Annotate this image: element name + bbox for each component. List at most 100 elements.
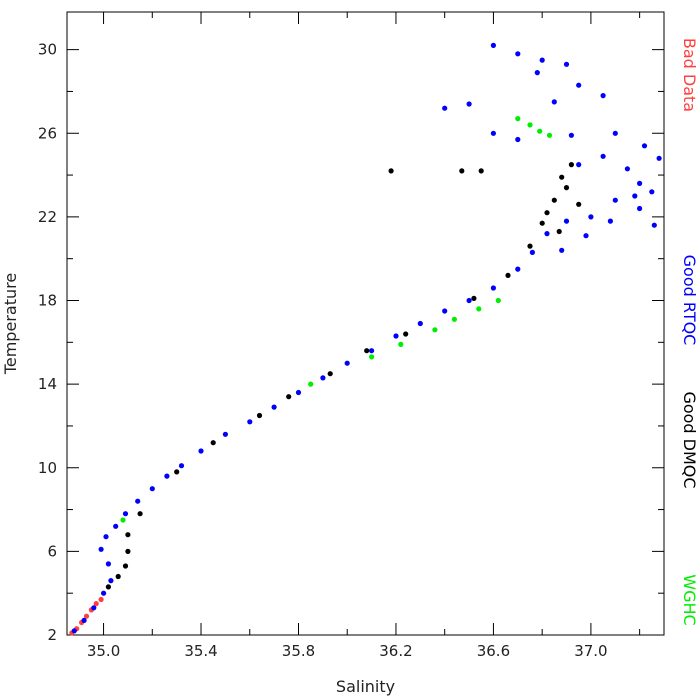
- data-point: [546, 132, 553, 138]
- data-point: [641, 143, 648, 149]
- data-point: [105, 584, 111, 590]
- data-point: [551, 197, 557, 203]
- data-point: [327, 371, 333, 377]
- data-point: [559, 247, 565, 253]
- data-point: [539, 220, 545, 226]
- data-point: [529, 249, 536, 255]
- data-point: [544, 210, 550, 216]
- data-point: [539, 57, 545, 63]
- data-point: [122, 511, 129, 517]
- data-point: [471, 295, 477, 301]
- data-point: [164, 473, 170, 479]
- y-tick-label: 14: [38, 375, 57, 393]
- data-point: [612, 197, 618, 203]
- x-tick-label: 35.4: [184, 642, 217, 660]
- data-point: [563, 185, 570, 191]
- data-point: [490, 285, 496, 291]
- data-point: [178, 463, 185, 469]
- data-point: [105, 561, 111, 567]
- data-point: [135, 498, 141, 504]
- y-tick-label: 10: [38, 459, 57, 477]
- data-point: [125, 548, 131, 555]
- data-point: [576, 82, 582, 88]
- data-point: [93, 601, 99, 607]
- data-point: [295, 389, 302, 396]
- x-axis-title: Salinity: [336, 677, 395, 696]
- series-good-dmqc: [105, 162, 582, 590]
- data-point: [247, 419, 253, 425]
- data-point: [137, 511, 143, 517]
- data-point: [515, 116, 521, 122]
- data-point: [632, 193, 638, 199]
- y-tick-label: 18: [38, 292, 57, 310]
- x-tick-label: 35.0: [87, 642, 120, 660]
- data-point: [607, 218, 614, 224]
- data-point: [369, 354, 375, 360]
- chart-ticks: [67, 12, 664, 636]
- y-tick-label: 6: [47, 542, 57, 560]
- x-tick-label: 37.0: [574, 642, 607, 660]
- data-point: [563, 61, 570, 67]
- data-point: [369, 348, 375, 354]
- data-point: [256, 412, 263, 419]
- data-point: [527, 122, 533, 128]
- data-point: [637, 205, 643, 212]
- data-point: [393, 333, 399, 339]
- data-point: [83, 613, 90, 619]
- data-point: [286, 394, 292, 400]
- data-point: [490, 130, 496, 136]
- data-point: [222, 431, 228, 437]
- data-point: [600, 153, 606, 159]
- data-point: [442, 105, 448, 111]
- data-point: [576, 162, 582, 168]
- data-point: [320, 375, 326, 381]
- legend-entry: Bad Data: [680, 38, 699, 112]
- data-point: [466, 101, 472, 107]
- data-point: [308, 381, 314, 387]
- data-point: [544, 231, 550, 237]
- data-point: [556, 228, 562, 235]
- x-tick-label: 35.8: [282, 642, 315, 660]
- x-tick-label: 36.6: [477, 642, 510, 660]
- x-tick-label: 36.2: [379, 642, 412, 660]
- data-point: [651, 222, 657, 228]
- data-point: [149, 486, 155, 492]
- data-point: [174, 469, 180, 475]
- data-point: [527, 243, 533, 249]
- data-point: [568, 162, 575, 168]
- data-point: [344, 360, 350, 366]
- y-tick-label: 2: [47, 626, 57, 644]
- data-point: [71, 628, 77, 634]
- data-point: [637, 180, 643, 186]
- y-tick-label: 22: [38, 208, 57, 226]
- data-point: [551, 99, 557, 105]
- data-point: [583, 233, 589, 239]
- data-point: [568, 132, 575, 138]
- data-point: [451, 316, 457, 322]
- data-point: [120, 517, 126, 523]
- data-point: [98, 546, 104, 552]
- data-point: [515, 266, 521, 272]
- data-point: [649, 189, 655, 195]
- data-point: [476, 306, 482, 312]
- data-point: [537, 128, 543, 134]
- data-point: [563, 218, 570, 224]
- data-point: [466, 297, 472, 304]
- y-tick-label: 26: [38, 124, 57, 142]
- y-axis-title: Temperature: [1, 273, 20, 375]
- data-point: [442, 308, 448, 314]
- data-points: [69, 42, 662, 636]
- data-point: [495, 297, 501, 304]
- legend-entry: Good RTQC: [680, 255, 699, 346]
- data-point: [388, 168, 394, 174]
- data-point: [122, 563, 129, 569]
- data-point: [588, 214, 594, 220]
- data-point: [103, 534, 109, 540]
- legend: Bad Data Good RTQC Good DMQC WGHC: [680, 38, 699, 626]
- data-point: [432, 327, 438, 333]
- data-point: [125, 532, 131, 538]
- legend-entry: WGHC: [680, 574, 699, 625]
- data-point: [515, 51, 521, 57]
- data-point: [364, 348, 370, 354]
- data-point: [515, 136, 521, 143]
